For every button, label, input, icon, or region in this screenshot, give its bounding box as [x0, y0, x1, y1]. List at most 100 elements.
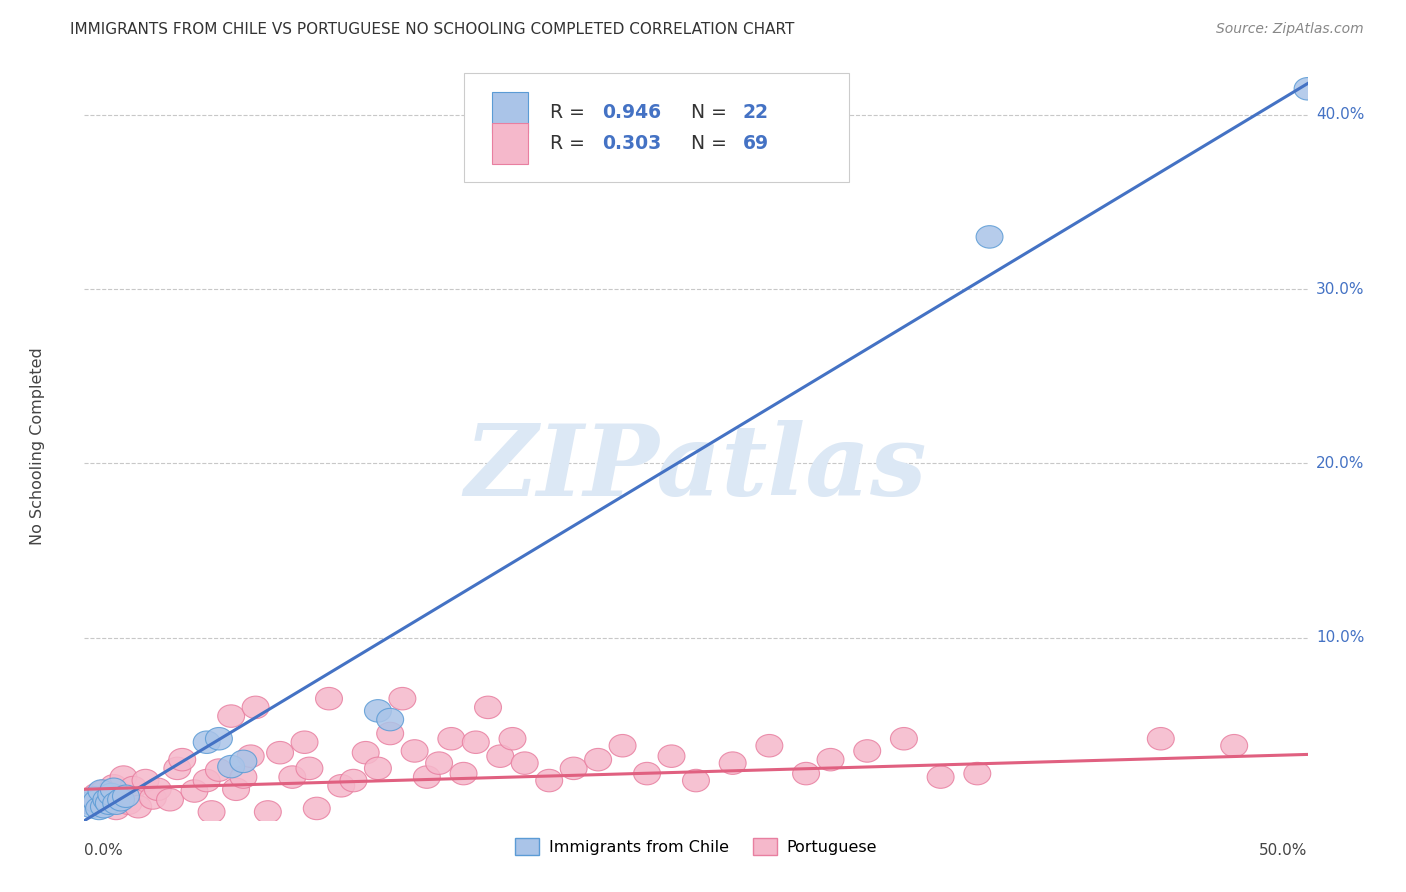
Ellipse shape [238, 745, 264, 767]
Ellipse shape [1220, 734, 1247, 757]
Text: 20.0%: 20.0% [1316, 456, 1364, 471]
Ellipse shape [98, 783, 125, 805]
Ellipse shape [463, 731, 489, 754]
Text: Source: ZipAtlas.com: Source: ZipAtlas.com [1216, 22, 1364, 37]
Ellipse shape [1294, 78, 1322, 100]
Ellipse shape [658, 745, 685, 767]
Ellipse shape [125, 796, 152, 818]
Ellipse shape [560, 757, 588, 780]
Text: R =: R = [550, 103, 592, 121]
Ellipse shape [103, 792, 129, 814]
Ellipse shape [90, 780, 117, 802]
Ellipse shape [112, 785, 139, 807]
Ellipse shape [156, 789, 183, 811]
Text: 30.0%: 30.0% [1316, 282, 1364, 297]
Ellipse shape [242, 696, 269, 719]
Ellipse shape [890, 728, 917, 750]
Ellipse shape [976, 226, 1002, 248]
Ellipse shape [536, 769, 562, 792]
Text: ZIPatlas: ZIPatlas [465, 420, 927, 516]
Ellipse shape [499, 728, 526, 750]
Ellipse shape [297, 757, 323, 780]
Ellipse shape [93, 794, 120, 816]
Ellipse shape [108, 781, 135, 804]
Text: N =: N = [692, 134, 733, 153]
Ellipse shape [89, 780, 115, 802]
Ellipse shape [585, 748, 612, 771]
Ellipse shape [450, 763, 477, 785]
Ellipse shape [231, 750, 257, 772]
Ellipse shape [413, 766, 440, 789]
Ellipse shape [278, 766, 305, 789]
Ellipse shape [93, 789, 120, 811]
Legend: Immigrants from Chile, Portuguese: Immigrants from Chile, Portuguese [509, 832, 883, 862]
Ellipse shape [110, 766, 136, 789]
Ellipse shape [377, 708, 404, 731]
Text: No Schooling Completed: No Schooling Completed [31, 347, 45, 545]
Ellipse shape [115, 792, 142, 814]
Ellipse shape [181, 780, 208, 802]
Text: N =: N = [692, 103, 733, 121]
Ellipse shape [364, 757, 391, 780]
Ellipse shape [965, 763, 991, 785]
Ellipse shape [83, 790, 110, 813]
Ellipse shape [205, 759, 232, 781]
Ellipse shape [1147, 728, 1174, 750]
Ellipse shape [100, 774, 127, 797]
Ellipse shape [90, 796, 117, 818]
Text: 0.946: 0.946 [602, 103, 661, 121]
Ellipse shape [86, 797, 112, 820]
FancyBboxPatch shape [492, 123, 529, 164]
Text: 50.0%: 50.0% [1260, 843, 1308, 858]
Ellipse shape [634, 763, 661, 785]
Ellipse shape [103, 797, 129, 820]
Text: 69: 69 [742, 134, 769, 153]
Ellipse shape [927, 766, 955, 789]
Ellipse shape [218, 756, 245, 778]
Ellipse shape [817, 748, 844, 771]
Ellipse shape [437, 728, 465, 750]
Ellipse shape [254, 801, 281, 823]
Ellipse shape [377, 723, 404, 745]
Ellipse shape [205, 728, 232, 750]
Ellipse shape [340, 769, 367, 792]
Ellipse shape [98, 787, 125, 809]
Ellipse shape [86, 790, 112, 813]
Ellipse shape [756, 734, 783, 757]
Ellipse shape [193, 769, 221, 792]
Ellipse shape [80, 787, 108, 809]
Ellipse shape [198, 801, 225, 823]
Ellipse shape [793, 763, 820, 785]
Ellipse shape [132, 769, 159, 792]
Text: 40.0%: 40.0% [1316, 107, 1364, 122]
Text: 0.0%: 0.0% [84, 843, 124, 858]
Ellipse shape [315, 688, 343, 710]
Ellipse shape [96, 783, 122, 805]
Ellipse shape [267, 741, 294, 764]
Ellipse shape [145, 778, 172, 800]
Ellipse shape [120, 776, 146, 798]
Text: 22: 22 [742, 103, 769, 121]
Ellipse shape [401, 739, 427, 762]
Text: R =: R = [550, 134, 592, 153]
Ellipse shape [486, 745, 513, 767]
Ellipse shape [169, 748, 195, 771]
Ellipse shape [853, 739, 880, 762]
Ellipse shape [222, 778, 249, 800]
FancyBboxPatch shape [464, 73, 849, 181]
Ellipse shape [96, 792, 122, 814]
Ellipse shape [79, 792, 105, 814]
Ellipse shape [682, 769, 710, 792]
Ellipse shape [83, 783, 110, 805]
Ellipse shape [389, 688, 416, 710]
Ellipse shape [512, 752, 538, 774]
Ellipse shape [139, 787, 166, 809]
Text: 0.303: 0.303 [602, 134, 661, 153]
Ellipse shape [426, 752, 453, 774]
Text: IMMIGRANTS FROM CHILE VS PORTUGUESE NO SCHOOLING COMPLETED CORRELATION CHART: IMMIGRANTS FROM CHILE VS PORTUGUESE NO S… [70, 22, 794, 37]
Text: 10.0%: 10.0% [1316, 630, 1364, 645]
Ellipse shape [231, 766, 257, 789]
Ellipse shape [100, 778, 127, 800]
Ellipse shape [364, 699, 391, 723]
Ellipse shape [193, 731, 221, 754]
